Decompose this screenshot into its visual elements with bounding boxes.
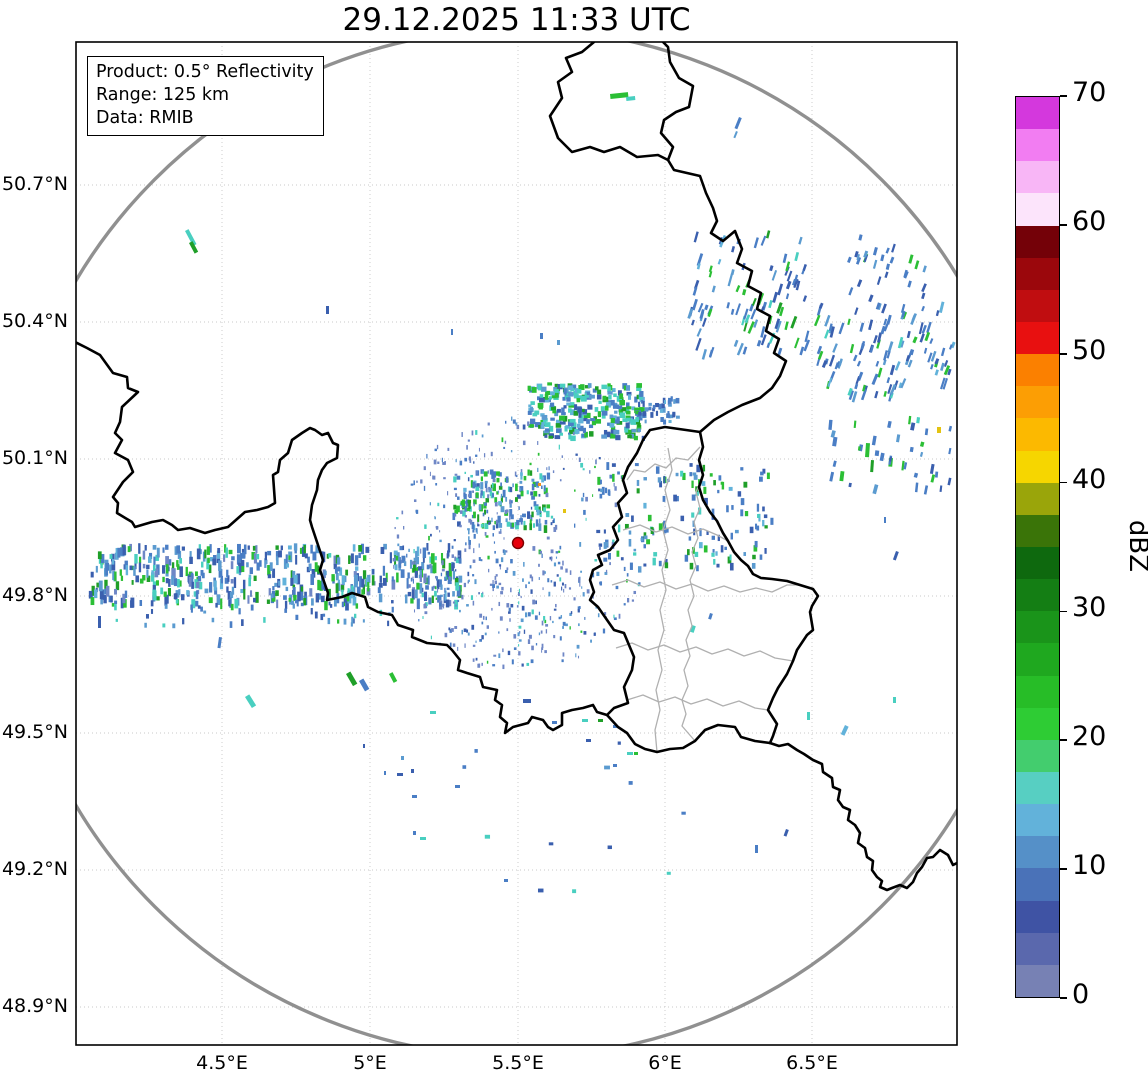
y-tick-label: 49.8°N	[1, 584, 68, 606]
colorbar-segment	[1016, 964, 1059, 997]
product-info-box: Product: 0.5° Reflectivity Range: 125 km…	[87, 56, 324, 136]
colorbar-tick	[1060, 739, 1067, 742]
y-tick-label: 50.7°N	[1, 173, 68, 195]
y-tick-label: 50.1°N	[1, 447, 68, 469]
colorbar-segment	[1016, 836, 1059, 869]
admin-borders	[611, 446, 800, 753]
data-source-line: Data: RMIB	[96, 108, 194, 128]
colorbar-segment	[1016, 418, 1059, 451]
y-tick-label: 48.9°N	[1, 995, 68, 1017]
range-line: Range: 125 km	[96, 85, 230, 105]
colorbar-segment	[1016, 771, 1059, 805]
colorbar-segment	[1016, 707, 1059, 740]
colorbar-segment	[1016, 129, 1059, 162]
colorbar-segment	[1016, 225, 1059, 258]
colorbar-tick-label: 50	[1072, 334, 1107, 366]
colorbar-segment	[1016, 900, 1059, 933]
y-tick-label: 50.4°N	[1, 310, 68, 332]
product-line: Product: 0.5° Reflectivity	[96, 62, 314, 82]
radar-site-marker	[511, 536, 525, 550]
colorbar-tick	[1060, 95, 1067, 97]
x-tick-label: 6.5°E	[786, 1052, 838, 1074]
colorbar-tick-label: 70	[1072, 77, 1107, 108]
colorbar-segment	[1016, 546, 1059, 580]
figure-title: 29.12.2025 11:33 UTC	[342, 2, 691, 38]
country-borders	[76, 42, 957, 892]
colorbar-segment	[1016, 675, 1059, 708]
colorbar-segment	[1016, 354, 1059, 387]
colorbar-segment	[1016, 193, 1059, 226]
y-tick-label: 49.5°N	[1, 721, 68, 743]
colorbar-segment	[1016, 450, 1059, 483]
colorbar-segment	[1016, 257, 1059, 290]
colorbar-segment	[1016, 289, 1059, 322]
x-tick-label: 4.5°E	[196, 1052, 248, 1074]
x-tick-label: 5.5°E	[492, 1052, 544, 1074]
colorbar-unit-label: dBZ	[1123, 519, 1148, 573]
colorbar-segment	[1016, 321, 1059, 355]
x-tick-label: 6°E	[648, 1052, 682, 1074]
colorbar	[1015, 96, 1060, 998]
colorbar-tick-label: 0	[1072, 979, 1090, 1010]
colorbar-tick-label: 40	[1072, 463, 1107, 495]
colorbar-segment	[1016, 97, 1059, 130]
colorbar-segment	[1016, 643, 1059, 676]
reflectivity-echoes	[88, 92, 956, 894]
plot-frame	[75, 41, 958, 1046]
colorbar-tick	[1060, 997, 1067, 999]
colorbar-tick-label: 60	[1072, 205, 1107, 237]
colorbar-segment	[1016, 932, 1059, 965]
map-layers	[76, 42, 957, 1045]
colorbar-tick	[1060, 481, 1067, 484]
y-tick-label: 49.2°N	[1, 858, 68, 880]
colorbar-segment	[1016, 482, 1059, 515]
colorbar-segment	[1016, 579, 1059, 612]
colorbar-tick	[1060, 868, 1067, 870]
colorbar-tick	[1060, 224, 1067, 226]
colorbar-segment	[1016, 739, 1059, 772]
colorbar-tick	[1060, 352, 1067, 355]
colorbar-tick	[1060, 610, 1067, 613]
colorbar-tick-label: 10	[1072, 850, 1107, 882]
x-tick-label: 5°E	[353, 1052, 387, 1074]
colorbar-tick-label: 30	[1072, 592, 1107, 624]
colorbar-tick-label: 20	[1072, 721, 1107, 753]
colorbar-segment	[1016, 611, 1059, 644]
colorbar-segment	[1016, 386, 1059, 419]
colorbar-segment	[1016, 161, 1059, 194]
colorbar-segment	[1016, 868, 1059, 901]
colorbar-segment	[1016, 514, 1059, 547]
graticule	[76, 42, 957, 1045]
colorbar-segment	[1016, 804, 1059, 837]
